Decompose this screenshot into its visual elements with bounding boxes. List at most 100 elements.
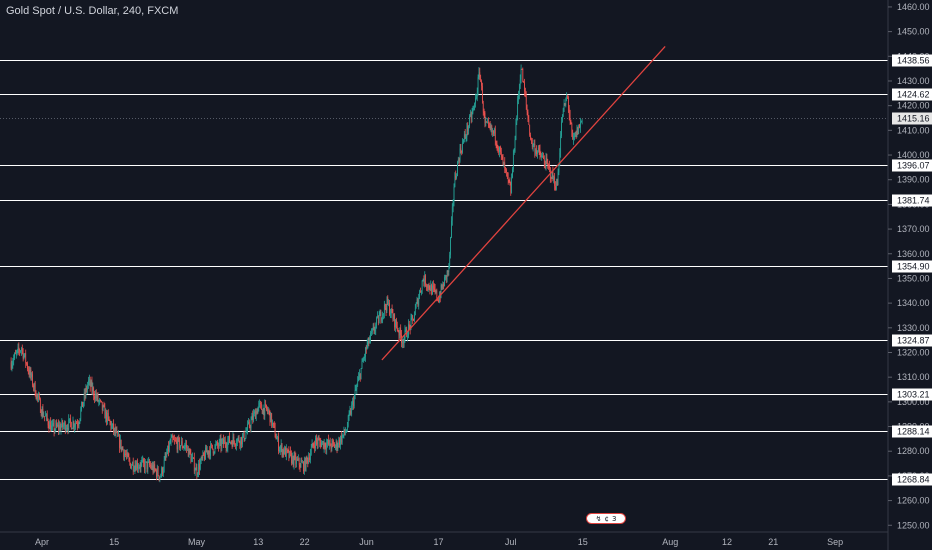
candle-body [241, 437, 242, 445]
candle-body [508, 179, 510, 183]
candle-body [25, 353, 27, 363]
candle-body [101, 400, 102, 402]
candle-body [413, 318, 414, 321]
candle-body [572, 132, 574, 140]
candle-body [563, 103, 565, 109]
y-tick-label: 1360.00 [897, 249, 930, 259]
candle-body [61, 420, 63, 427]
candle-body [108, 416, 110, 421]
candle-body [123, 449, 125, 458]
price-axis[interactable]: 1250.001260.001270.001280.001290.001300.… [888, 2, 930, 530]
candle-body [36, 394, 38, 399]
candle-body [512, 169, 513, 178]
candle-body [175, 440, 177, 442]
candle-body [59, 425, 61, 431]
candle-body [541, 156, 543, 158]
candle-body [52, 424, 53, 426]
candle-body [240, 437, 242, 446]
candle-body [205, 447, 206, 460]
y-tick-label: 1260.00 [897, 496, 930, 506]
candle-body [32, 374, 33, 386]
candle-body [31, 374, 33, 377]
candle-body [570, 121, 572, 124]
candle-body [188, 449, 190, 457]
candle-body [177, 437, 179, 450]
candle-body [530, 135, 531, 140]
candle-body [193, 457, 194, 459]
candle-body [76, 423, 78, 426]
candle-body [298, 458, 300, 465]
candle-body [402, 342, 404, 344]
candle-body [76, 423, 77, 425]
candle-body [534, 144, 536, 154]
candle-body [26, 362, 27, 364]
candle-body [531, 139, 532, 140]
candle-body [510, 185, 512, 193]
candle-body [127, 452, 129, 457]
candle-body [336, 441, 338, 449]
candle-body [253, 413, 254, 421]
candle-body [500, 151, 502, 155]
candle-body [194, 470, 196, 472]
candle-body [222, 438, 224, 442]
candle-body [506, 169, 507, 173]
candle-body [448, 264, 450, 272]
candle-body [332, 440, 334, 442]
candle-body [233, 436, 235, 442]
candle-body [560, 136, 561, 153]
candle-body [442, 283, 444, 289]
candle-body [176, 441, 178, 450]
candle-body [255, 410, 257, 419]
candle-body [484, 113, 486, 124]
candle-body [549, 165, 550, 169]
candle-body [46, 414, 48, 420]
candle-body [265, 404, 267, 405]
candle-body [429, 288, 431, 291]
candle-body [214, 445, 216, 453]
candle-body [132, 462, 134, 471]
candle-body [159, 476, 161, 479]
candle-body [318, 439, 320, 441]
candle-body [393, 314, 395, 320]
candle-body [278, 437, 279, 451]
candle-body [162, 467, 163, 474]
candle-body [96, 394, 98, 398]
y-tick-label: 1460.00 [897, 2, 930, 12]
candle-body [378, 315, 380, 324]
candle-body [390, 308, 392, 315]
candle-body [22, 349, 24, 359]
candle-body [416, 299, 418, 304]
candle-body [158, 475, 160, 479]
candle-body [109, 420, 111, 423]
time-axis[interactable]: Apr 15 May 13 22 Jun 17 Jul 15 Aug 12 21 Sep [35, 537, 843, 547]
level-label-box [892, 159, 932, 172]
trendline-layer [381, 45, 666, 361]
candle-body [555, 186, 556, 190]
candle-body [41, 408, 43, 416]
candle-body [221, 441, 223, 448]
economic-events-badge[interactable]: ↯ ¢ 3 [586, 513, 626, 524]
candle-body [380, 312, 382, 321]
x-tick-label: 12 [722, 537, 732, 547]
candle-body [113, 423, 114, 432]
candle-body [569, 115, 571, 122]
level-label-box [892, 88, 932, 101]
level-label-box [892, 54, 932, 67]
candle-body [266, 404, 267, 410]
candle-body [272, 422, 273, 426]
candle-body [333, 441, 334, 444]
candle-body [562, 116, 563, 122]
candle-body [316, 438, 317, 442]
candle-body [98, 401, 100, 402]
candle-body [321, 442, 322, 447]
candle-body [457, 162, 458, 176]
candle-body [181, 441, 182, 446]
candle-body [18, 347, 20, 351]
candle-body [285, 448, 287, 457]
candle-body [405, 328, 407, 330]
candle-body [218, 445, 219, 447]
candle-body [300, 461, 302, 468]
candle-body [210, 444, 211, 456]
